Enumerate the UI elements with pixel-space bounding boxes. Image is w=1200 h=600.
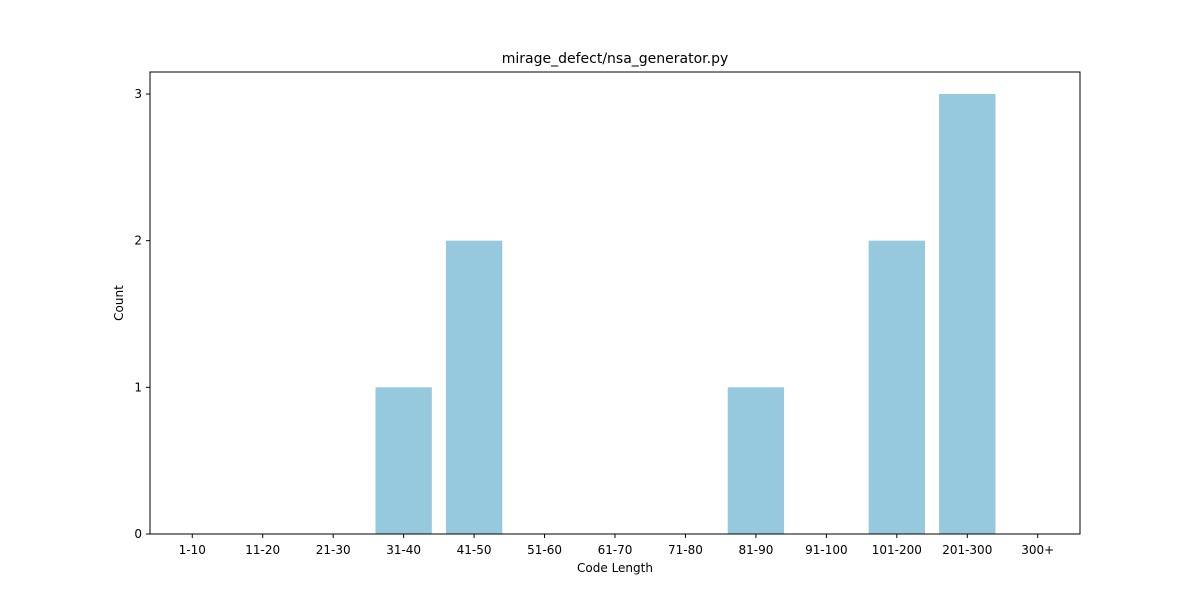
bar-201-300 (939, 94, 996, 534)
bar-81-90 (727, 387, 785, 534)
bar-31-40 (375, 387, 432, 534)
x-tick-label: 101-200 (872, 543, 922, 557)
x-tick-label: 300+ (1021, 543, 1054, 557)
y-tick-label: 0 (134, 527, 142, 541)
x-tick-label: 21-30 (316, 543, 351, 557)
x-tick-label: 71-80 (668, 543, 703, 557)
x-axis-ticks: 1-10 11-20 21-30 31-40 41-50 51-60 61-70 71-80 8… (179, 534, 1054, 557)
x-tick-label: 11-20 (245, 543, 280, 557)
x-tick-label: 41-50 (457, 543, 492, 557)
x-tick-label: 51-60 (527, 543, 562, 557)
x-tick-label: 1-10 (179, 543, 206, 557)
x-tick-label: 31-40 (386, 543, 421, 557)
y-axis-ticks: 0 1 2 3 (134, 87, 150, 541)
bars-group (375, 94, 996, 534)
y-tick-label: 2 (134, 234, 142, 248)
x-tick-label: 201-300 (942, 543, 992, 557)
bar-41-50 (445, 240, 503, 534)
bar-101-200 (868, 240, 925, 534)
x-tick-label: 91-100 (805, 543, 848, 557)
chart-title: mirage_defect/nsa_generator.py (502, 51, 729, 67)
x-tick-label: 81-90 (738, 543, 773, 557)
y-tick-label: 1 (134, 380, 142, 394)
x-axis-title: Code Length (577, 561, 653, 575)
y-tick-label: 3 (134, 87, 142, 101)
y-axis-title: Count (112, 285, 126, 321)
x-tick-label: 61-70 (598, 543, 633, 557)
